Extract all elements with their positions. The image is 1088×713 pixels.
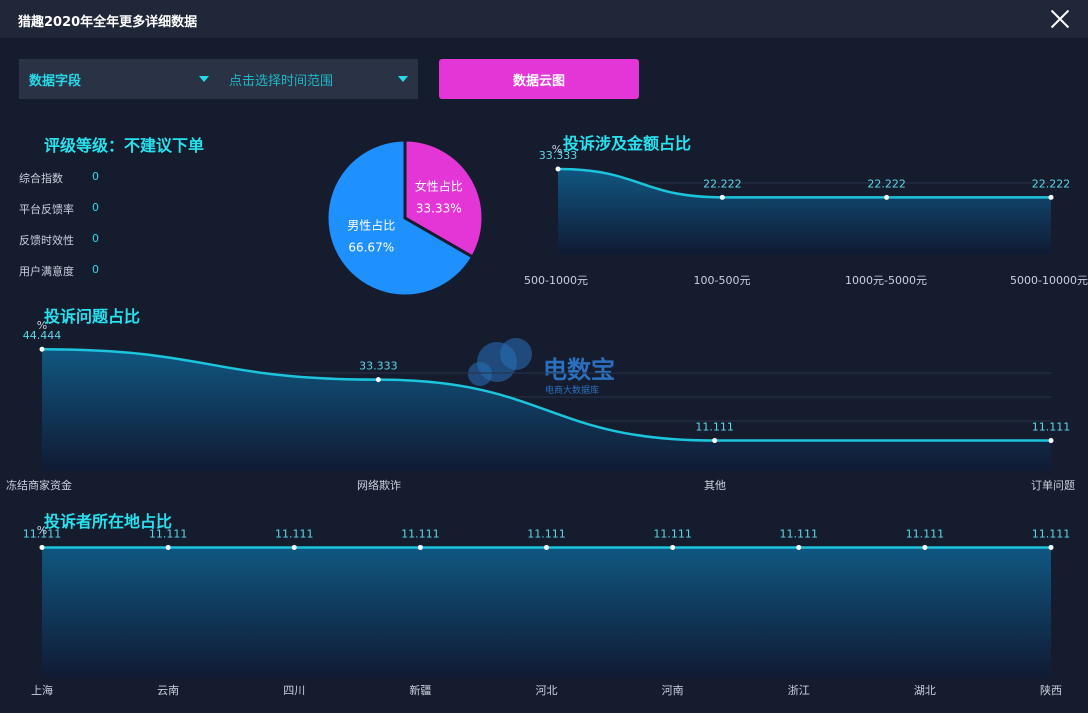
x-tick-label: 陕西 [1040,683,1062,697]
x-tick-label: 上海 [31,683,53,697]
data-field-select[interactable]: 数据字段 [19,59,219,99]
data-label: 22.222 [867,177,906,190]
area-fill [558,169,1051,254]
y-axis-unit: % [37,524,47,537]
data-point [719,194,725,200]
pie-slice-label: 33.33% [416,201,462,215]
metric-value-satisfaction: 0 [92,263,99,276]
data-point [1048,544,1054,550]
chart-title: 投诉涉及金额占比 [563,134,691,153]
time-range-select[interactable]: 点击选择时间范围 [219,59,418,99]
x-tick-label: 冻结商家资金 [6,478,72,492]
x-tick-label: 新疆 [409,683,431,697]
data-label: 11.111 [695,421,734,434]
chart-title: 投诉者所在地占比 [44,512,172,531]
data-point [712,438,718,444]
y-axis-unit: % [552,143,562,156]
watermark-sub: 电商大数据库 [545,384,599,396]
data-label: 11.111 [906,527,945,540]
data-label: 44.444 [23,329,62,342]
pie-slice-label: 66.67% [348,241,394,255]
data-point [1048,194,1054,200]
metric-value-feedback-rate: 0 [92,201,99,214]
cloud-logo-icon-part [468,362,492,386]
x-tick-label: 500-1000元 [524,274,588,287]
area-chart: 投诉者所在地占比%11.111上海11.111云南11.111四川11.111新… [23,512,1071,697]
x-tick-label: 四川 [283,684,305,697]
pie-slice [325,138,475,298]
x-tick-label: 浙江 [788,684,810,697]
data-point [417,544,423,550]
area-chart: 投诉问题占比%44.444 冻结商家资金 33.333 网络欺诈 11.111 其他 11.… [6,307,1075,492]
data-label: 11.111 [23,527,62,540]
pie-slice-name: 男性占比 [347,218,395,233]
metric-label-satisfaction: 用户满意度 [19,265,74,278]
data-label: 22.222 [703,177,742,190]
data-cloud-button[interactable]: 数据云图 [439,59,639,99]
data-label: 11.111 [527,527,566,540]
metric-label-feedback-rate: 平台反馈率 [19,203,74,216]
data-label: 11.111 [401,527,440,540]
data-point [375,377,381,383]
chevron-down-icon [199,76,209,82]
x-tick-label: 5000-10000元 [1010,274,1088,287]
x-tick-label: 云南 [157,684,179,697]
data-point [884,194,890,200]
area-fill [42,547,1051,678]
data-point [39,346,45,352]
x-tick-label: 河北 [536,684,558,697]
cloud-logo-icon-part [500,338,532,370]
data-label: 11.111 [275,527,314,540]
data-field-label: 数据字段 [29,73,82,89]
pie-chart: 女性占比 33.33% 男性占比 66.67% [325,138,485,298]
metric-value-composite: 0 [92,170,99,183]
series-line [41,347,1051,442]
data-label: 11.111 [1032,421,1071,434]
data-point [1048,438,1054,444]
cloud-logo-icon [477,342,517,382]
x-tick-label: 湖北 [914,684,936,697]
window-title: 猎趣2020年全年更多详细数据 [18,15,198,30]
x-tick-label: 河南 [662,684,684,697]
x-tick-label: 100-500元 [694,274,751,287]
data-label: 33.333 [359,360,398,373]
watermark-brand: 电数宝 [543,356,615,384]
data-label: 33.333 [539,149,578,162]
rating-title: 评级等级：不建议下单 [44,136,205,155]
title-bar: 猎趣2020年全年更多详细数据 [0,0,1088,38]
metric-label-timeliness: 反馈时效性 [19,234,74,247]
chart-title: 投诉问题占比 [44,307,140,326]
area-chart: 投诉涉及金额占比%33.333 500-1000元 22.222 100-500元 22… [524,134,1088,287]
y-axis-unit: % [37,319,47,332]
data-point [165,544,171,550]
chevron-down-icon [398,76,408,82]
data-label: 11.111 [780,527,819,540]
data-point [39,544,45,550]
pie-slice-name: 女性占比 [415,178,463,193]
x-tick-label: 订单问题 [1031,479,1075,492]
data-label: 11.111 [1032,527,1071,540]
data-point [555,166,561,172]
data-point [670,544,676,550]
data-label: 22.222 [1032,177,1071,190]
x-tick-label: 其他 [704,479,726,492]
metric-value-timeliness: 0 [92,232,99,245]
data-point [796,544,802,550]
time-range-label: 点击选择时间范围 [229,73,334,89]
series-line [557,167,1051,199]
data-label: 11.111 [653,527,692,540]
data-point [922,544,928,550]
data-point [291,544,297,550]
metric-label-composite: 综合指数 [19,172,63,185]
watermark: 电数宝 电商大数据库 [468,338,615,396]
data-label: 11.111 [149,527,188,540]
x-tick-label: 1000元-5000元 [845,274,927,287]
data-point [544,544,549,550]
x-tick-label: 网络欺诈 [357,478,401,492]
filter-bar: 数据字段 点击选择时间范围 [19,59,418,99]
